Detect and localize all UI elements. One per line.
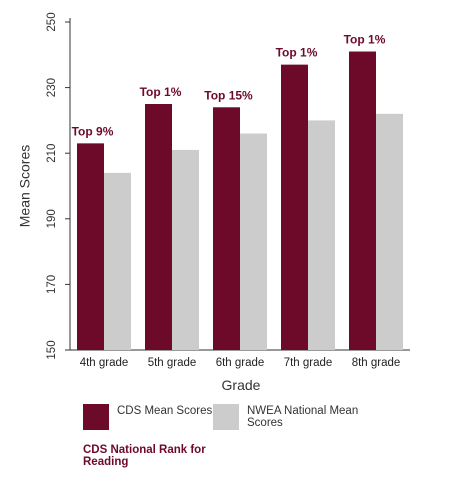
rank-annotation: Top 9%: [72, 124, 114, 138]
bar-nwea: [376, 113, 403, 350]
legend-swatch-cds: [83, 404, 109, 430]
x-tick-label: 4th grade: [80, 357, 129, 369]
bar-cds: [77, 143, 104, 350]
y-tick-label: 230: [46, 78, 58, 97]
bar-nwea: [240, 133, 267, 350]
y-tick-label: 250: [46, 12, 58, 31]
x-axis-title: Grade: [222, 377, 261, 393]
x-tick-label: 8th grade: [352, 357, 401, 369]
bar-nwea: [308, 120, 335, 351]
legend-label-nwea: NWEA National Mean Scores: [247, 405, 359, 429]
bar-cds: [145, 104, 172, 350]
legend-item-nwea: NWEA National Mean Scores: [213, 404, 372, 430]
rank-legend-note: CDS National Rank for Reading: [83, 444, 206, 468]
y-axis-title: Mean Scores: [17, 145, 33, 227]
legend-swatch-nwea: [213, 404, 239, 430]
rank-annotation: Top 15%: [204, 88, 253, 102]
rank-annotation: Top 1%: [344, 33, 386, 47]
rank-annotation: Top 1%: [276, 46, 318, 60]
y-tick-label: 190: [46, 209, 58, 228]
y-tick-label: 210: [46, 144, 58, 163]
bar-cds: [349, 51, 376, 351]
x-tick-label: 5th grade: [148, 357, 197, 369]
y-tick-label: 170: [46, 275, 58, 294]
bar-cds: [213, 107, 240, 350]
x-tick-label: 7th grade: [284, 357, 333, 369]
rank-annotation: Top 1%: [140, 85, 182, 99]
legend-label-cds: CDS Mean Scores: [117, 405, 213, 417]
bar-nwea: [172, 149, 199, 350]
bar-chart: 150 170 190 210 230 250 Mean Scores Grade Top 9%…: [17, 12, 410, 393]
legend-item-cds: CDS Mean Scores: [83, 404, 227, 430]
bar-nwea: [104, 172, 131, 350]
bar-cds: [281, 64, 308, 350]
x-tick-label: 6th grade: [216, 357, 265, 369]
y-tick-label: 150: [46, 340, 58, 359]
